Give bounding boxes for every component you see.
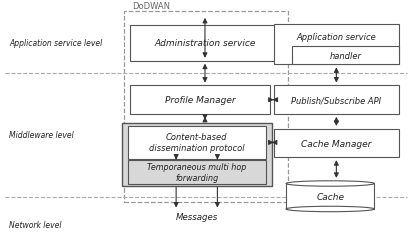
FancyBboxPatch shape <box>274 129 399 158</box>
Text: Application service: Application service <box>297 33 376 42</box>
Text: Administration service: Administration service <box>154 39 256 48</box>
Ellipse shape <box>286 181 375 186</box>
Text: Cache: Cache <box>316 192 344 201</box>
FancyBboxPatch shape <box>292 47 399 65</box>
Ellipse shape <box>286 206 375 212</box>
FancyBboxPatch shape <box>130 26 280 61</box>
FancyBboxPatch shape <box>286 184 375 209</box>
Text: handler: handler <box>330 51 362 60</box>
Text: Temporaneous multi hop
forwarding: Temporaneous multi hop forwarding <box>147 163 246 182</box>
FancyBboxPatch shape <box>274 24 399 65</box>
FancyBboxPatch shape <box>130 86 269 114</box>
Text: Profile Manager: Profile Manager <box>164 96 235 105</box>
Text: Application service level: Application service level <box>9 39 102 47</box>
Text: Middleware level: Middleware level <box>9 131 74 140</box>
Text: Content-based
dissemination protocol: Content-based dissemination protocol <box>149 133 245 153</box>
Text: Cache Manager: Cache Manager <box>301 139 372 148</box>
Text: Publish/Subscribe API: Publish/Subscribe API <box>291 96 382 105</box>
Text: Network level: Network level <box>9 220 61 229</box>
FancyBboxPatch shape <box>122 123 272 186</box>
FancyBboxPatch shape <box>128 160 266 185</box>
FancyBboxPatch shape <box>274 86 399 114</box>
Text: Messages: Messages <box>176 212 218 221</box>
Text: DoDWAN: DoDWAN <box>132 2 170 11</box>
FancyBboxPatch shape <box>128 127 266 159</box>
